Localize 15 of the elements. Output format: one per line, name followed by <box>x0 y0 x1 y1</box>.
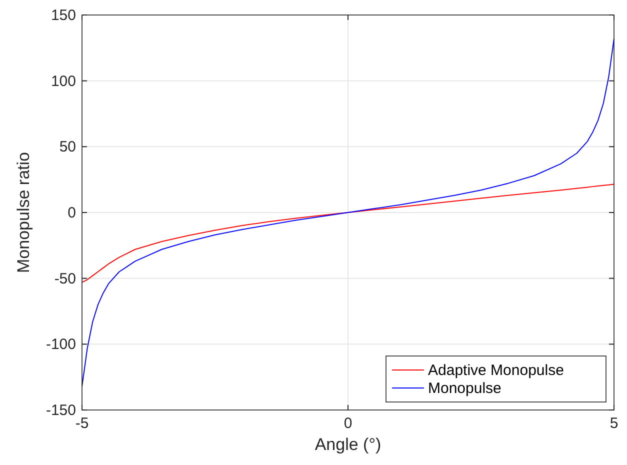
y-tick-label: 100 <box>50 72 76 90</box>
x-tick-label: 0 <box>344 415 352 432</box>
y-tick-label: 50 <box>59 138 76 156</box>
legend-label: Monopulse <box>428 380 502 397</box>
y-tick-label: -100 <box>46 336 76 354</box>
y-tick-label: 150 <box>50 7 76 24</box>
y-axis-title: Monopulse ratio <box>14 152 33 273</box>
x-axis-title: Angle (°) <box>314 435 382 454</box>
line-series <box>82 184 614 283</box>
y-tick-label: -50 <box>54 270 76 288</box>
x-tick-label: 5 <box>610 415 618 432</box>
y-tick-label: -150 <box>46 402 76 419</box>
x-tick-label: -5 <box>75 415 89 432</box>
y-tick-label: 0 <box>68 204 76 222</box>
legend-label: Adaptive Monopulse <box>428 362 564 379</box>
